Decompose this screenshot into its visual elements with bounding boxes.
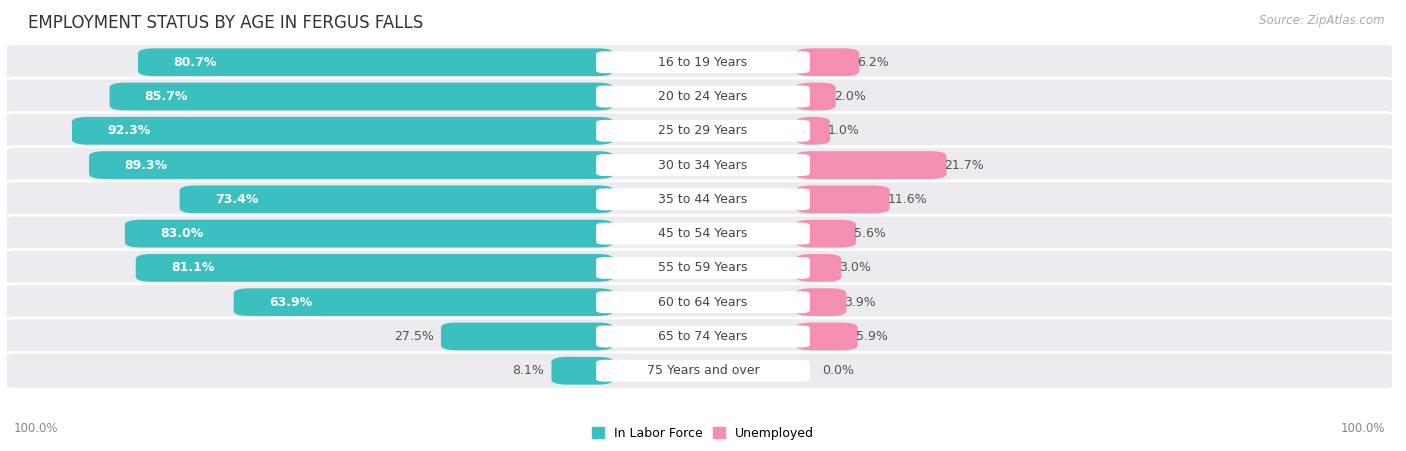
Text: 1.0%: 1.0% (828, 124, 860, 137)
FancyBboxPatch shape (441, 322, 613, 350)
FancyBboxPatch shape (596, 86, 810, 107)
Text: 83.0%: 83.0% (160, 227, 204, 240)
FancyBboxPatch shape (6, 215, 1393, 252)
Text: 6.2%: 6.2% (858, 56, 889, 69)
Text: 65 to 74 Years: 65 to 74 Years (658, 330, 748, 343)
Text: 89.3%: 89.3% (124, 159, 167, 171)
Text: 81.1%: 81.1% (172, 262, 214, 274)
FancyBboxPatch shape (89, 151, 613, 179)
Text: 92.3%: 92.3% (107, 124, 150, 137)
Text: 3.0%: 3.0% (839, 262, 872, 274)
Text: 80.7%: 80.7% (173, 56, 217, 69)
Text: 100.0%: 100.0% (14, 422, 59, 435)
Text: 63.9%: 63.9% (269, 296, 312, 308)
Text: 3.9%: 3.9% (845, 296, 876, 308)
Text: 16 to 19 Years: 16 to 19 Years (658, 56, 748, 69)
FancyBboxPatch shape (596, 154, 810, 176)
FancyBboxPatch shape (136, 254, 613, 282)
FancyBboxPatch shape (796, 185, 890, 213)
Text: 5.9%: 5.9% (856, 330, 887, 343)
Text: 2.0%: 2.0% (834, 90, 866, 103)
FancyBboxPatch shape (6, 352, 1393, 389)
FancyBboxPatch shape (596, 326, 810, 347)
Text: 73.4%: 73.4% (215, 193, 259, 206)
FancyBboxPatch shape (796, 117, 830, 145)
Text: 25 to 29 Years: 25 to 29 Years (658, 124, 748, 137)
FancyBboxPatch shape (6, 318, 1393, 355)
FancyBboxPatch shape (551, 357, 613, 385)
FancyBboxPatch shape (125, 220, 613, 248)
Text: 60 to 64 Years: 60 to 64 Years (658, 296, 748, 308)
Text: Source: ZipAtlas.com: Source: ZipAtlas.com (1260, 14, 1385, 27)
FancyBboxPatch shape (6, 147, 1393, 184)
Text: 30 to 34 Years: 30 to 34 Years (658, 159, 748, 171)
FancyBboxPatch shape (796, 48, 859, 76)
FancyBboxPatch shape (110, 83, 613, 110)
Text: 100.0%: 100.0% (1340, 422, 1385, 435)
FancyBboxPatch shape (596, 51, 810, 73)
Text: 5.6%: 5.6% (853, 227, 886, 240)
FancyBboxPatch shape (596, 257, 810, 279)
FancyBboxPatch shape (6, 284, 1393, 321)
Text: 21.7%: 21.7% (945, 159, 984, 171)
FancyBboxPatch shape (796, 254, 841, 282)
Text: 85.7%: 85.7% (145, 90, 188, 103)
FancyBboxPatch shape (796, 288, 846, 316)
FancyBboxPatch shape (6, 78, 1393, 115)
FancyBboxPatch shape (6, 112, 1393, 149)
FancyBboxPatch shape (596, 360, 810, 382)
FancyBboxPatch shape (596, 291, 810, 313)
FancyBboxPatch shape (138, 48, 613, 76)
FancyBboxPatch shape (6, 44, 1393, 81)
Text: 45 to 54 Years: 45 to 54 Years (658, 227, 748, 240)
FancyBboxPatch shape (796, 151, 946, 179)
Text: 8.1%: 8.1% (513, 364, 544, 377)
FancyBboxPatch shape (596, 189, 810, 210)
FancyBboxPatch shape (796, 83, 835, 110)
FancyBboxPatch shape (180, 185, 613, 213)
Text: 27.5%: 27.5% (394, 330, 434, 343)
FancyBboxPatch shape (6, 181, 1393, 218)
Text: 55 to 59 Years: 55 to 59 Years (658, 262, 748, 274)
Text: 35 to 44 Years: 35 to 44 Years (658, 193, 748, 206)
Text: 0.0%: 0.0% (823, 364, 855, 377)
FancyBboxPatch shape (796, 220, 856, 248)
FancyBboxPatch shape (596, 223, 810, 244)
FancyBboxPatch shape (596, 120, 810, 142)
Text: 20 to 24 Years: 20 to 24 Years (658, 90, 748, 103)
Text: 11.6%: 11.6% (887, 193, 928, 206)
FancyBboxPatch shape (796, 322, 858, 350)
Text: 75 Years and over: 75 Years and over (647, 364, 759, 377)
Legend: In Labor Force, Unemployed: In Labor Force, Unemployed (586, 422, 820, 445)
FancyBboxPatch shape (6, 249, 1393, 286)
FancyBboxPatch shape (72, 117, 613, 145)
Text: EMPLOYMENT STATUS BY AGE IN FERGUS FALLS: EMPLOYMENT STATUS BY AGE IN FERGUS FALLS (28, 14, 423, 32)
FancyBboxPatch shape (233, 288, 613, 316)
